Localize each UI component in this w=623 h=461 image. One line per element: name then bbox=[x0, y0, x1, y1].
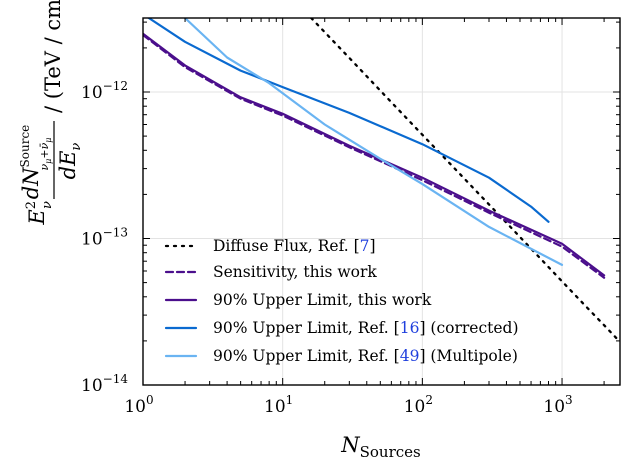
ticks bbox=[142, 18, 620, 386]
x-tick-label: 102 bbox=[404, 393, 433, 417]
svg-text:dEν: dEν bbox=[56, 143, 84, 180]
series-line-4 bbox=[147, 18, 550, 223]
y-tick-label: 10−14 bbox=[81, 372, 128, 396]
legend: Diffuse Flux, Ref. [7] Sensitivity, this … bbox=[164, 237, 519, 365]
legend-label-5: 90% Upper Limit, Ref. [49] (Multipole) bbox=[213, 347, 518, 365]
y-axis-label: E2ν dNSource νμ+ν̄μ dEν / (TeV / cm2 s) bbox=[18, 0, 84, 226]
series-line-5 bbox=[183, 18, 564, 266]
x-tick-label: 103 bbox=[543, 393, 572, 417]
y-tick-label: 10−13 bbox=[81, 226, 128, 250]
legend-label-2: Sensitivity, this work bbox=[213, 263, 377, 281]
svg-text:νμ+ν̄μ: νμ+ν̄μ bbox=[38, 138, 53, 171]
legend-label-4: 90% Upper Limit, Ref. [16] (corrected) bbox=[213, 319, 519, 337]
svg-text:dNSource: dNSource bbox=[18, 125, 43, 200]
legend-label-3: 90% Upper Limit, this work bbox=[213, 291, 432, 309]
svg-text:E2ν: E2ν bbox=[24, 201, 55, 226]
series-line-1 bbox=[310, 18, 620, 344]
y-tick-label: 10−12 bbox=[81, 79, 128, 103]
plot-frame bbox=[142, 17, 621, 386]
x-tick-label: 101 bbox=[264, 393, 293, 417]
series-line-2 bbox=[143, 33, 606, 279]
x-axis-label: NSources bbox=[340, 433, 421, 461]
tick-labels: 100 101 102 103 10−14 10−13 10−12 bbox=[81, 79, 573, 417]
x-tick-label: 100 bbox=[124, 393, 153, 417]
series-line-3 bbox=[143, 32, 606, 277]
svg-text:/ (TeV / cm2 s): / (TeV / cm2 s) bbox=[40, 0, 65, 113]
series-layer bbox=[143, 18, 620, 344]
legend-label-1: Diffuse Flux, Ref. [7] bbox=[213, 237, 376, 255]
